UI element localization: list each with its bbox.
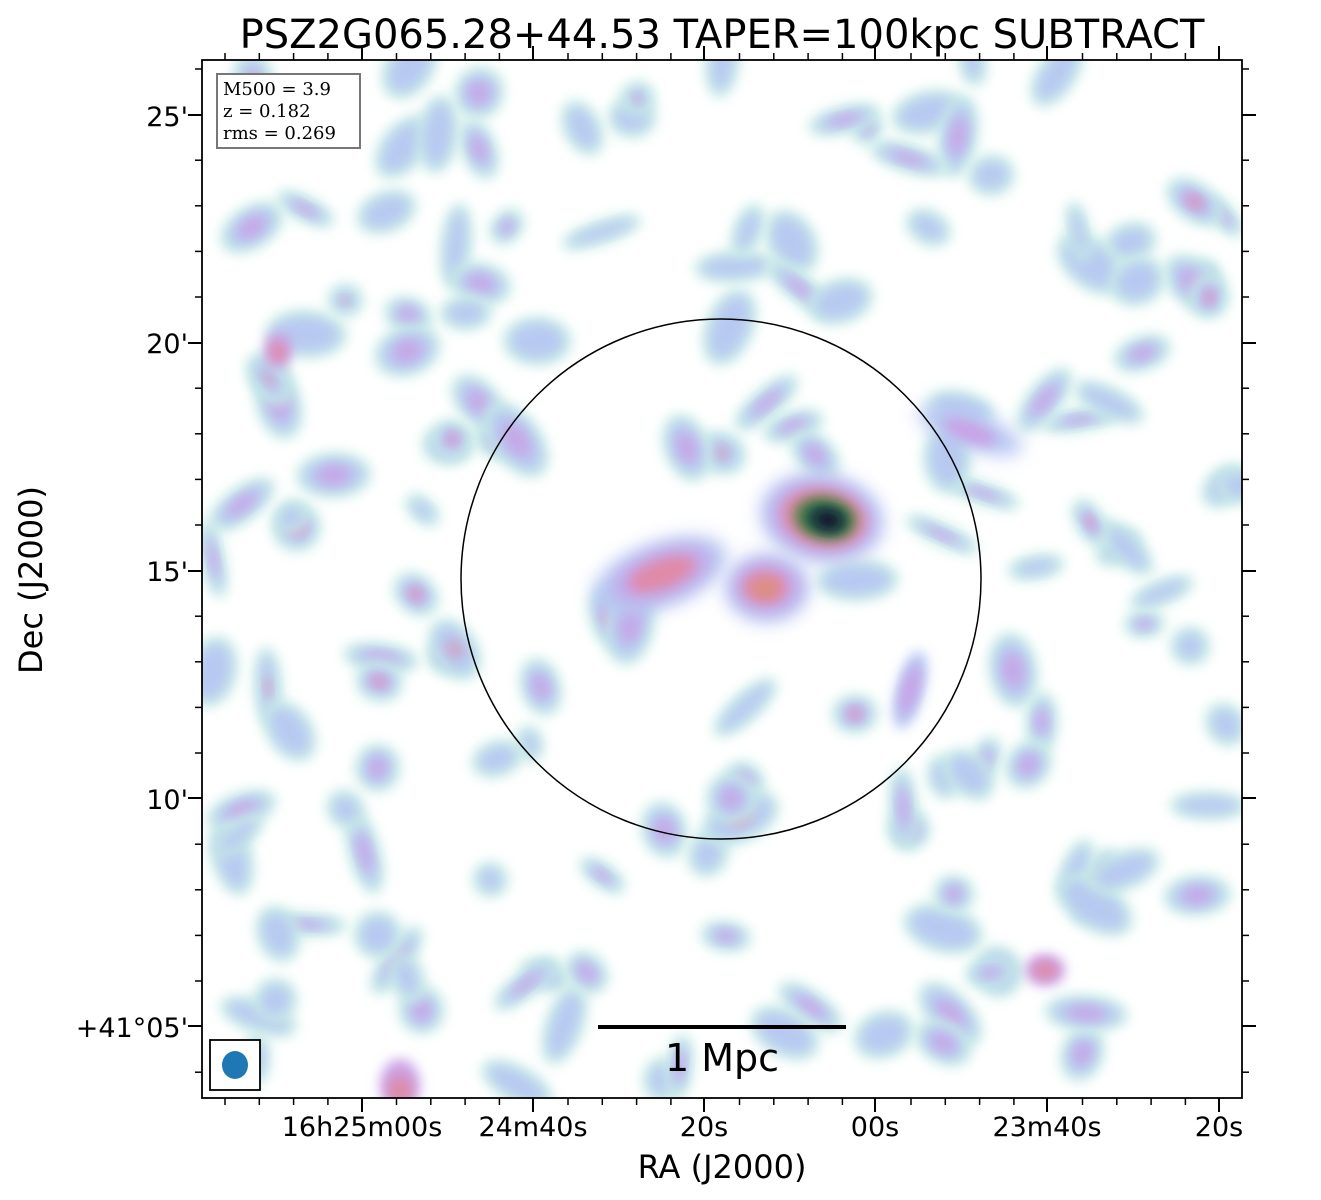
plot-title: PSZ2G065.28+44.53 TAPER=100kpc SUBTRACT [240,12,1205,58]
info-box: M500 = 3.9 z = 0.182 rms = 0.269 [216,73,361,149]
y-tick-label: 25' [146,102,188,133]
info-mass: M500 = 3.9 [223,79,331,100]
scale-bar-label: 1 Mpc [665,1036,779,1080]
x-tick-label: 24m40s [478,1112,587,1143]
info-redshift: z = 0.182 [223,101,311,122]
beam-box [209,1039,261,1091]
y-tick-label: +41°05' [76,1013,188,1044]
axis-ticks [188,46,1256,1112]
y-tick-label: 10' [146,785,188,816]
x-axis-label: RA (J2000) [638,1148,807,1186]
x-tick-label: 00s [851,1112,899,1143]
x-tick-label: 23m40s [992,1112,1101,1143]
beam-ellipse [222,1051,248,1079]
x-tick-label: 20s [680,1112,728,1143]
x-tick-labels: 16h25m00s 24m40s 20s 00s 23m40s 20s [282,1112,1244,1143]
x-tick-label: 16h25m00s [282,1112,443,1143]
plot-frame [201,59,1243,1099]
scale-bar: 1 Mpc [598,1025,846,1080]
x-tick-label: 20s [1195,1112,1243,1143]
r500-circle [460,318,982,840]
y-tick-labels: 25' 20' 15' 10' +41°05' [76,102,188,1044]
info-rms: rms = 0.269 [223,123,336,144]
emission-map [202,60,1242,1098]
y-tick-label: 15' [146,557,188,588]
y-axis-label: Dec (J2000) [12,486,50,674]
y-tick-label: 20' [146,329,188,360]
